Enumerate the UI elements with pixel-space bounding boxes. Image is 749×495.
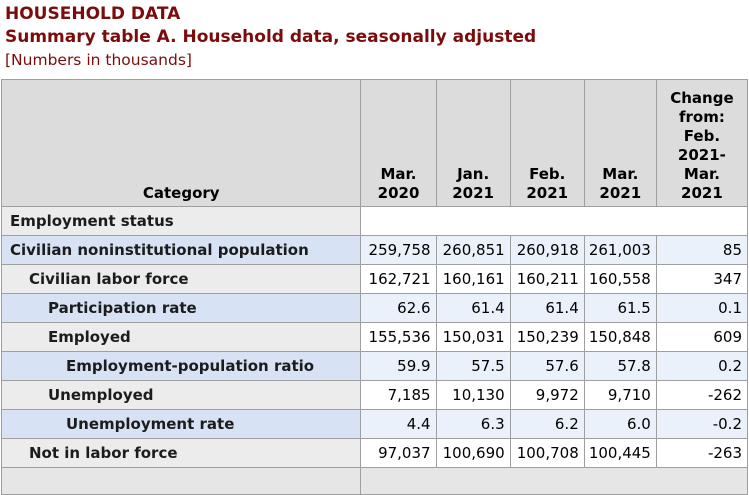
column-header-mar-2020: Mar. 2020 [360, 79, 437, 207]
cell-value: 4.4 [360, 409, 437, 439]
cell-value: 6.2 [509, 409, 585, 439]
row-category: Civilian noninstitutional population [0, 235, 362, 265]
cell-value: 0.1 [655, 293, 749, 323]
cutoff-category-cell [0, 467, 362, 495]
table-row: Civilian labor force 162,721 160,161 160… [0, 264, 749, 294]
column-header-category: Category [0, 79, 362, 207]
cutoff-data-cell [360, 467, 748, 495]
cell-value: 0.2 [655, 351, 749, 381]
unit-note: [Numbers in thousands] [5, 51, 192, 69]
cell-value: 155,536 [360, 322, 437, 352]
table-row: Civilian noninstitutional population 259… [0, 235, 749, 265]
cell-value: 100,445 [583, 438, 657, 468]
cell-value: -262 [655, 380, 749, 410]
row-category: Employment status [0, 206, 362, 236]
cell-value: 160,161 [435, 264, 511, 294]
column-header-mar-2021: Mar. 2021 [583, 79, 657, 207]
cell-value: 61.5 [583, 293, 657, 323]
cell-value: 59.9 [360, 351, 437, 381]
cell-value: 347 [655, 264, 749, 294]
cell-value: 57.8 [583, 351, 657, 381]
cell-value: 160,558 [583, 264, 657, 294]
row-category: Employed [0, 322, 362, 352]
cell-value: 9,972 [509, 380, 585, 410]
column-header-feb-2021: Feb. 2021 [509, 79, 585, 207]
row-category: Not in labor force [0, 438, 362, 468]
table-row: Employed 155,536 150,031 150,239 150,848… [0, 322, 749, 352]
page-title: Summary table A. Household data, seasona… [5, 27, 537, 47]
cell-value: 150,848 [583, 322, 657, 352]
cell-value: 6.0 [583, 409, 657, 439]
cell-value: 260,851 [435, 235, 511, 265]
cell-value: -0.2 [655, 409, 749, 439]
cell-value: 6.3 [435, 409, 511, 439]
cell-value: 57.6 [509, 351, 585, 381]
cell-value: 10,130 [435, 380, 511, 410]
cell-value: 62.6 [360, 293, 437, 323]
table-row: Employment-population ratio 59.9 57.5 57… [0, 351, 749, 381]
section-row-empty-cell [360, 206, 748, 236]
cell-value: -263 [655, 438, 749, 468]
header-row: Category Mar. 2020 Jan. 2021 Feb. 2021 M… [0, 79, 749, 207]
column-header-jan-2021: Jan. 2021 [435, 79, 511, 207]
column-header-change: Change from: Feb. 2021- Mar. 2021 [655, 79, 749, 207]
row-category: Unemployment rate [0, 409, 362, 439]
cell-value: 259,758 [360, 235, 437, 265]
row-category: Unemployed [0, 380, 362, 410]
cell-value: 57.5 [435, 351, 511, 381]
cell-value: 261,003 [583, 235, 657, 265]
cell-value: 150,031 [435, 322, 511, 352]
cell-value: 7,185 [360, 380, 437, 410]
cell-value: 150,239 [509, 322, 585, 352]
table-row: Not in labor force 97,037 100,690 100,70… [0, 438, 749, 468]
cell-value: 9,710 [583, 380, 657, 410]
cell-value: 61.4 [509, 293, 585, 323]
next-section-row-cutoff [0, 467, 748, 495]
cell-value: 609 [655, 322, 749, 352]
cell-value: 160,211 [509, 264, 585, 294]
cell-value: 97,037 [360, 438, 437, 468]
cell-value: 260,918 [509, 235, 585, 265]
cell-value: 162,721 [360, 264, 437, 294]
row-category: Civilian labor force [0, 264, 362, 294]
table-row: Unemployment rate 4.4 6.3 6.2 6.0 -0.2 [0, 409, 749, 439]
table-row: Unemployed 7,185 10,130 9,972 9,710 -262 [0, 380, 749, 410]
section-row: Employment status [0, 206, 748, 236]
cell-value: 100,690 [435, 438, 511, 468]
cell-value: 61.4 [435, 293, 511, 323]
page: HOUSEHOLD DATA Summary table A. Househol… [0, 3, 749, 495]
cell-value: 100,708 [509, 438, 585, 468]
section-kicker: HOUSEHOLD DATA [5, 4, 181, 24]
summary-table-a: Category Mar. 2020 Jan. 2021 Feb. 2021 M… [0, 79, 749, 495]
cell-value: 85 [655, 235, 749, 265]
row-category: Employment-population ratio [0, 351, 362, 381]
table-row: Participation rate 62.6 61.4 61.4 61.5 0… [0, 293, 749, 323]
row-category: Participation rate [0, 293, 362, 323]
